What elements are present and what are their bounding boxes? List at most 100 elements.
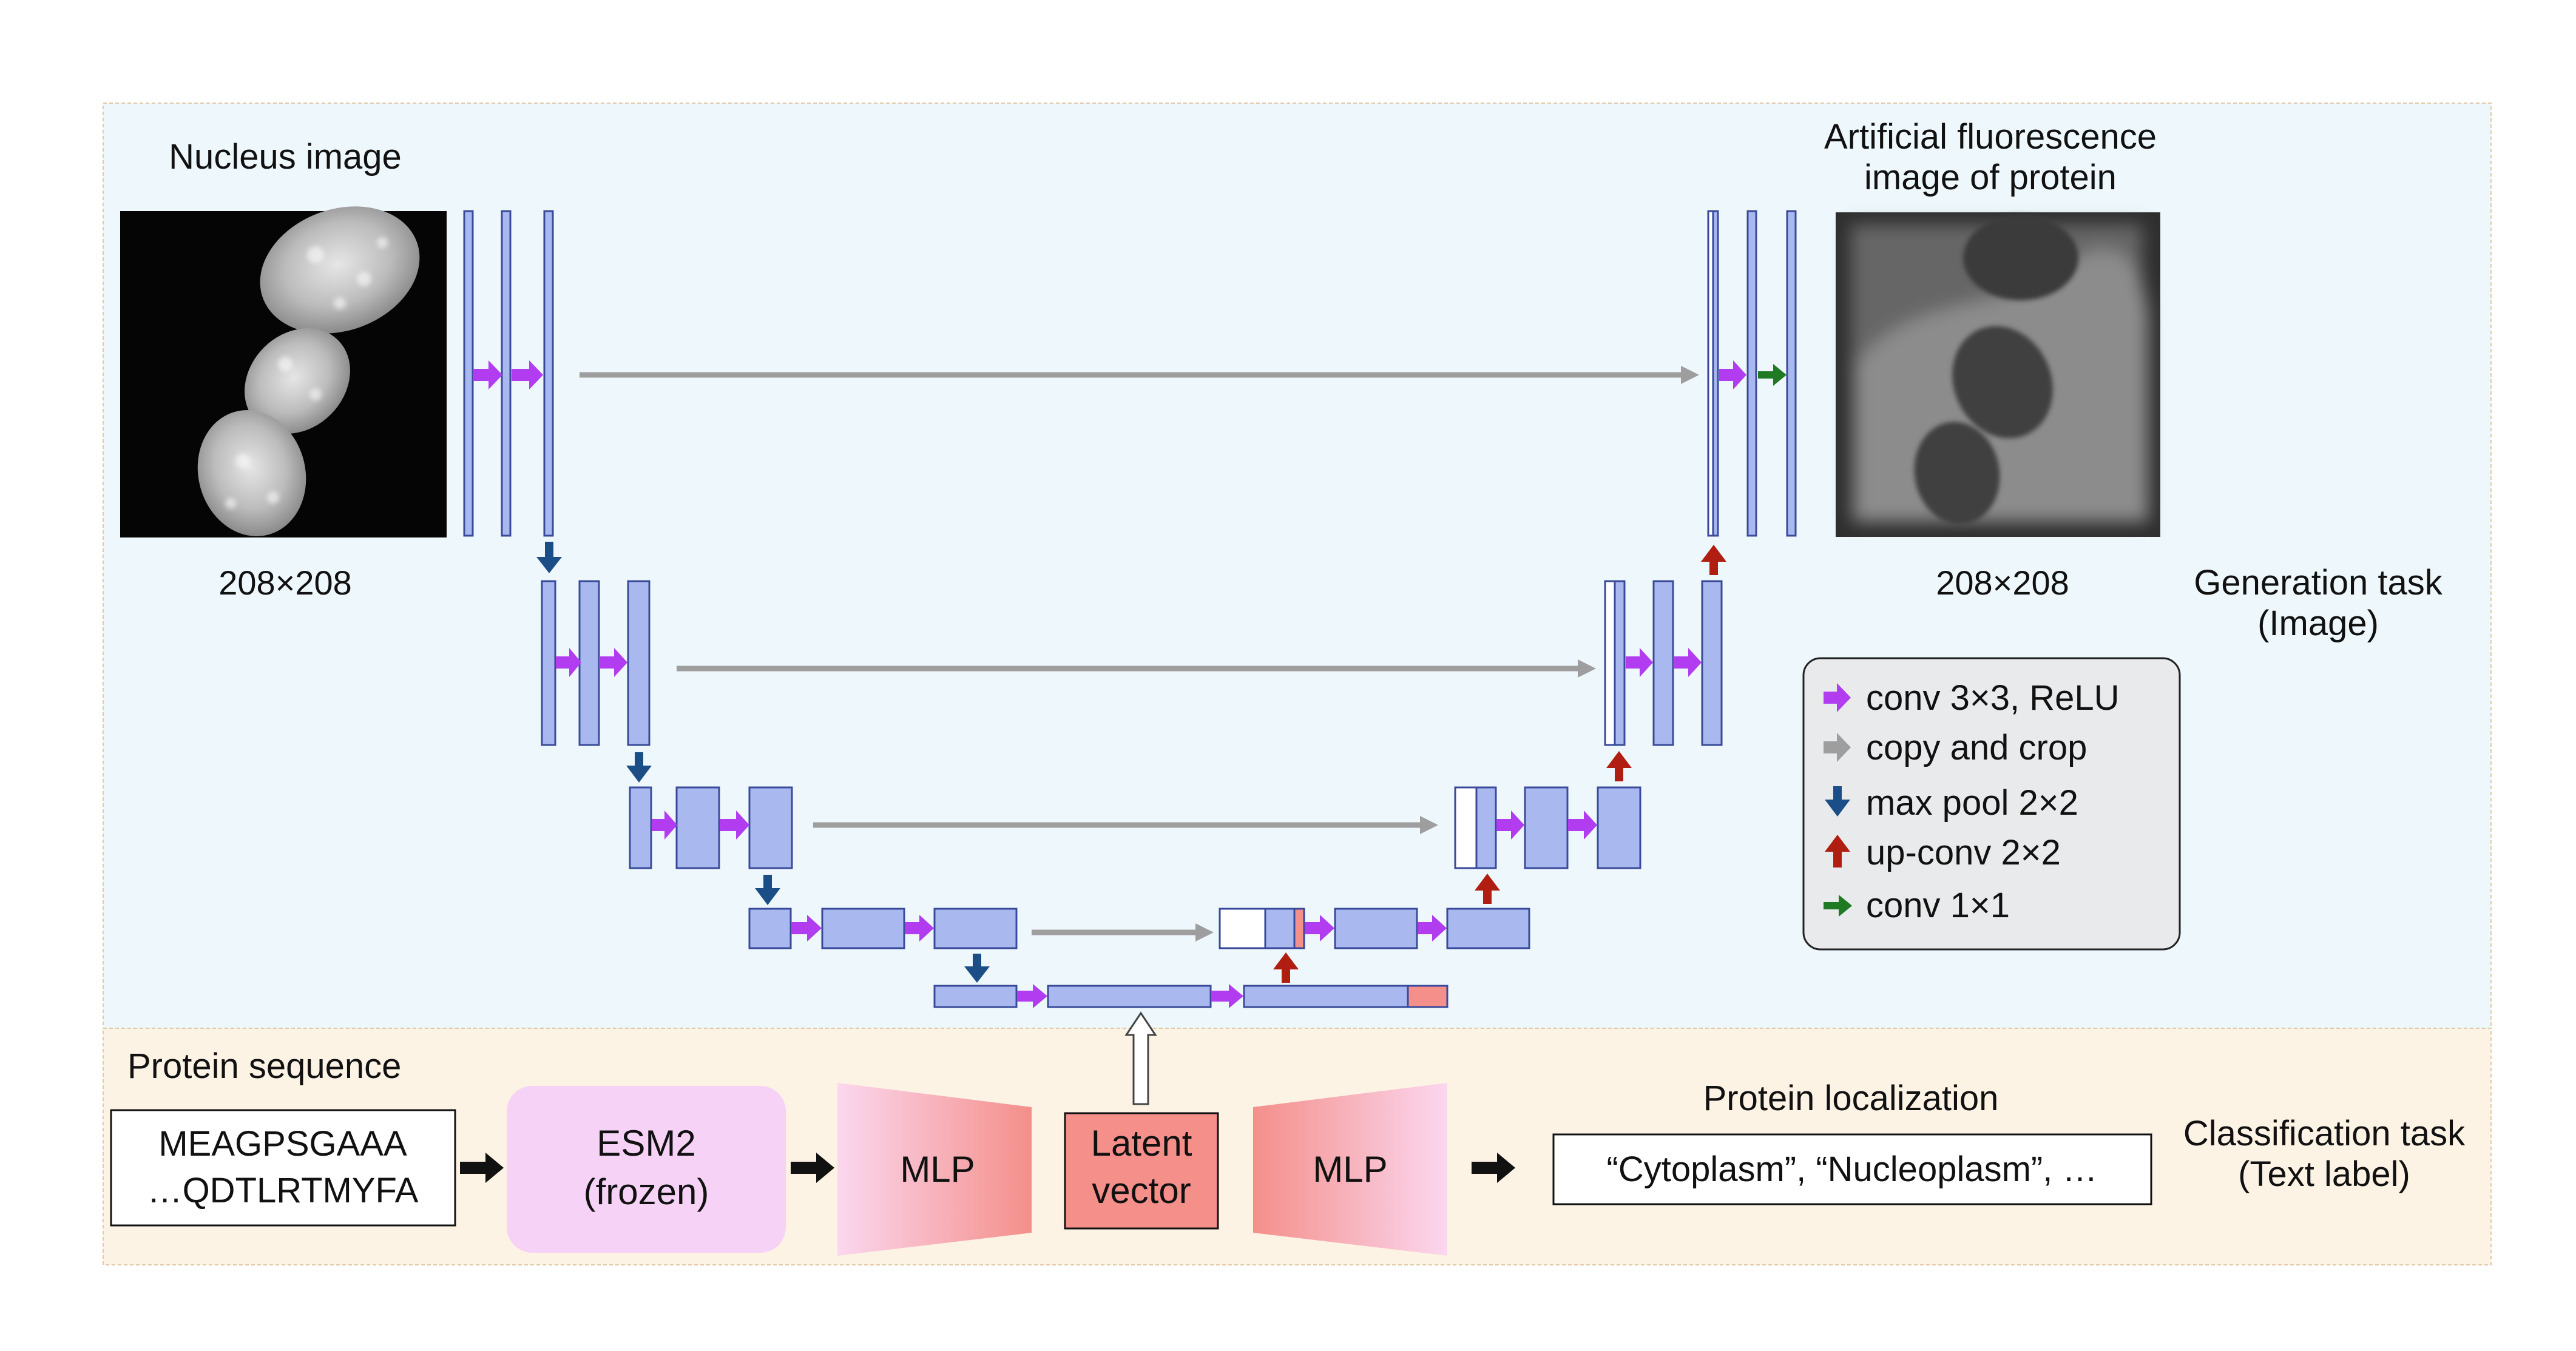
max-pool-arrow <box>964 954 990 983</box>
mlp-decoder <box>1253 1083 1447 1256</box>
legend: conv 3×3, ReLU copy and crop max pool 2×… <box>1802 657 2181 951</box>
cropped-copy <box>1454 786 1478 869</box>
max-pool-arrow <box>755 875 780 905</box>
feature-map <box>748 786 793 869</box>
esm2-label-line1: ESM2 <box>597 1123 695 1164</box>
flow-arrow <box>460 1153 504 1183</box>
feature-map <box>1652 580 1674 746</box>
legend-upconv-icon <box>1825 835 1850 868</box>
cropped-copy <box>1219 908 1266 949</box>
feature-map <box>541 580 556 746</box>
feature-map <box>1786 210 1797 537</box>
protein-sequence-box <box>110 1109 456 1227</box>
feature-map <box>629 786 652 869</box>
conv-arrow <box>600 648 627 677</box>
latent-vector-box <box>1064 1112 1219 1230</box>
generation-task-line1: Generation task <box>2194 563 2442 602</box>
output-image-size-label: 208×208 <box>1936 564 2069 602</box>
protein-sequence-line1: MEAGPSGAAA <box>158 1124 407 1164</box>
feature-map <box>1446 908 1530 949</box>
protein-localization-value: “Cytoplasm”, “Nucleoplasm”, … <box>1607 1150 2098 1189</box>
flow-arrow <box>791 1153 834 1183</box>
legend-item-conv: conv 3×3, ReLU <box>1866 678 2120 718</box>
protein-sequence-title: Protein sequence <box>127 1046 401 1086</box>
conv-arrow <box>1017 984 1047 1008</box>
conv-arrow <box>1719 360 1746 389</box>
protein-localization-title: Protein localization <box>1703 1079 1999 1118</box>
up-conv-arrow <box>1701 545 1726 575</box>
mlp-encoder-label: MLP <box>900 1149 975 1190</box>
latent-concat <box>1293 908 1305 949</box>
feature-map <box>1701 580 1723 746</box>
output-image-caption-line1: Artificial fluorescence <box>1824 117 2157 157</box>
legend-conv-icon <box>1824 683 1851 712</box>
feature-map <box>1524 786 1569 869</box>
bottleneck <box>933 985 1449 1008</box>
encoder-level-3 <box>629 786 793 869</box>
classification-task-line1: Classification task <box>2183 1114 2466 1153</box>
feature-map <box>501 210 512 537</box>
conv-arrow <box>905 915 934 942</box>
feature-map <box>543 210 554 537</box>
conv-arrow <box>1211 984 1243 1008</box>
output-image-caption-line2: image of protein <box>1864 158 2117 197</box>
mlp-decoder-label: MLP <box>1313 1149 1387 1190</box>
legend-item-copy: copy and crop <box>1866 728 2087 767</box>
feature-map <box>578 580 600 746</box>
input-image-size-label: 208×208 <box>218 564 352 602</box>
flow-arrow <box>1472 1153 1515 1183</box>
conv1x1-arrow <box>1758 364 1787 386</box>
feature-map <box>933 908 1018 949</box>
conv-arrow <box>791 915 822 942</box>
encoder-level-4 <box>748 908 1018 949</box>
feature-map <box>1746 210 1757 537</box>
esm2-box <box>507 1086 786 1253</box>
encoder-level-1 <box>463 210 554 537</box>
latent-concat <box>1407 985 1449 1008</box>
copy-crop-arrow <box>1032 923 1214 942</box>
decoder-level-3 <box>1454 786 1641 869</box>
feature-map <box>675 786 720 869</box>
feature-map <box>1712 210 1719 537</box>
decoder-level-1 <box>1707 210 1797 537</box>
classification-task-line2: (Text label) <box>2238 1154 2410 1194</box>
encoder-level-2 <box>541 580 651 746</box>
legend-item-pool: max pool 2×2 <box>1866 783 2078 823</box>
conv-arrow <box>556 648 581 677</box>
copy-crop-arrow <box>813 816 1438 834</box>
conv-arrow <box>1418 915 1447 942</box>
decoder-level-2 <box>1604 580 1723 746</box>
input-image-caption: Nucleus image <box>169 137 402 177</box>
feature-map <box>933 985 1018 1008</box>
esm2-label-line2: (frozen) <box>584 1171 709 1212</box>
legend-pool-icon <box>1825 786 1850 817</box>
protein-sequence-line2: …QDTLRTMYFA <box>147 1171 419 1210</box>
feature-map <box>1047 985 1212 1008</box>
feature-map <box>748 908 792 949</box>
conv-arrow <box>1568 810 1597 840</box>
latent-injection-arrow <box>1124 1011 1157 1105</box>
up-conv-arrow <box>1273 952 1299 983</box>
copy-crop-arrow <box>580 366 1699 384</box>
feature-map <box>1264 908 1296 949</box>
latent-vector-line2: vector <box>1092 1170 1191 1211</box>
feature-map <box>821 908 905 949</box>
conv-arrow <box>1305 915 1334 942</box>
up-conv-arrow <box>1475 874 1500 904</box>
feature-map <box>1597 786 1641 869</box>
latent-vector-line1: Latent <box>1091 1123 1192 1164</box>
mlp-encoder <box>837 1083 1032 1256</box>
nucleus-image <box>120 206 447 537</box>
feature-map <box>1475 786 1497 869</box>
generation-task-line2: (Image) <box>2257 604 2379 643</box>
decoder-level-4 <box>1219 908 1530 949</box>
protein-localization-box <box>1552 1133 2152 1205</box>
conv-arrow <box>512 360 543 389</box>
conv-arrow <box>720 810 749 840</box>
legend-item-conv1x1: conv 1×1 <box>1866 886 2010 925</box>
feature-map <box>1334 908 1418 949</box>
conv-arrow <box>1496 810 1524 840</box>
conv-arrow <box>652 810 677 840</box>
feature-map <box>1243 985 1409 1008</box>
legend-conv1x1-icon <box>1824 895 1852 917</box>
